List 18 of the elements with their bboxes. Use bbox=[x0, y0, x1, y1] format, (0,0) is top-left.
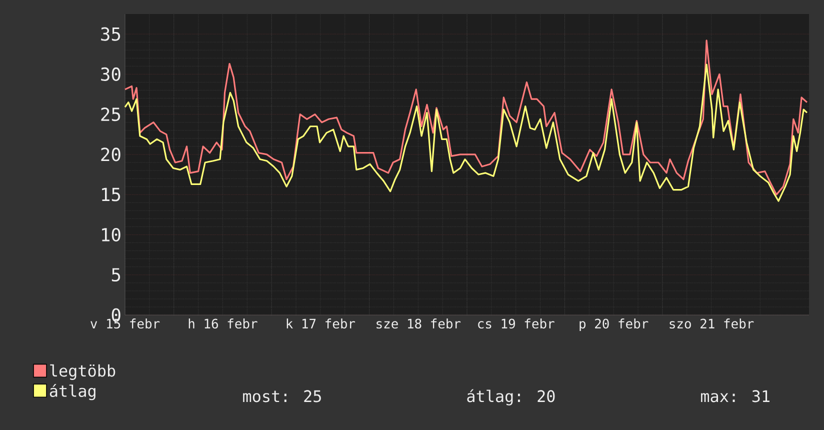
y-tick-label: 35 bbox=[101, 27, 120, 41]
y-tick-label: 25 bbox=[101, 108, 120, 122]
x-tick-label: p 20 febr bbox=[580, 318, 648, 332]
legend-label: legtöbb bbox=[50, 364, 116, 380]
y-tick-label: 30 bbox=[101, 67, 120, 81]
y-tick-label: 10 bbox=[102, 228, 120, 242]
text: most: 25 bbox=[243, 390, 321, 402]
x-tick-label: k 17 febr bbox=[286, 318, 356, 329]
text: átlag: 20 bbox=[467, 389, 555, 406]
text: max: 31 bbox=[701, 390, 770, 402]
legend-label: átlag bbox=[50, 384, 96, 400]
x-tick-label: sze 18 febr bbox=[376, 318, 461, 329]
y-tick-label: 5 bbox=[112, 268, 120, 282]
y-tick-label: 20 bbox=[101, 148, 120, 162]
x-tick-label: szo 21 febr bbox=[670, 318, 754, 329]
x-tick-label: h 16 febr bbox=[188, 318, 258, 329]
x-tick-label: cs 19 febr bbox=[478, 318, 554, 329]
y-tick-label: 15 bbox=[102, 188, 120, 202]
